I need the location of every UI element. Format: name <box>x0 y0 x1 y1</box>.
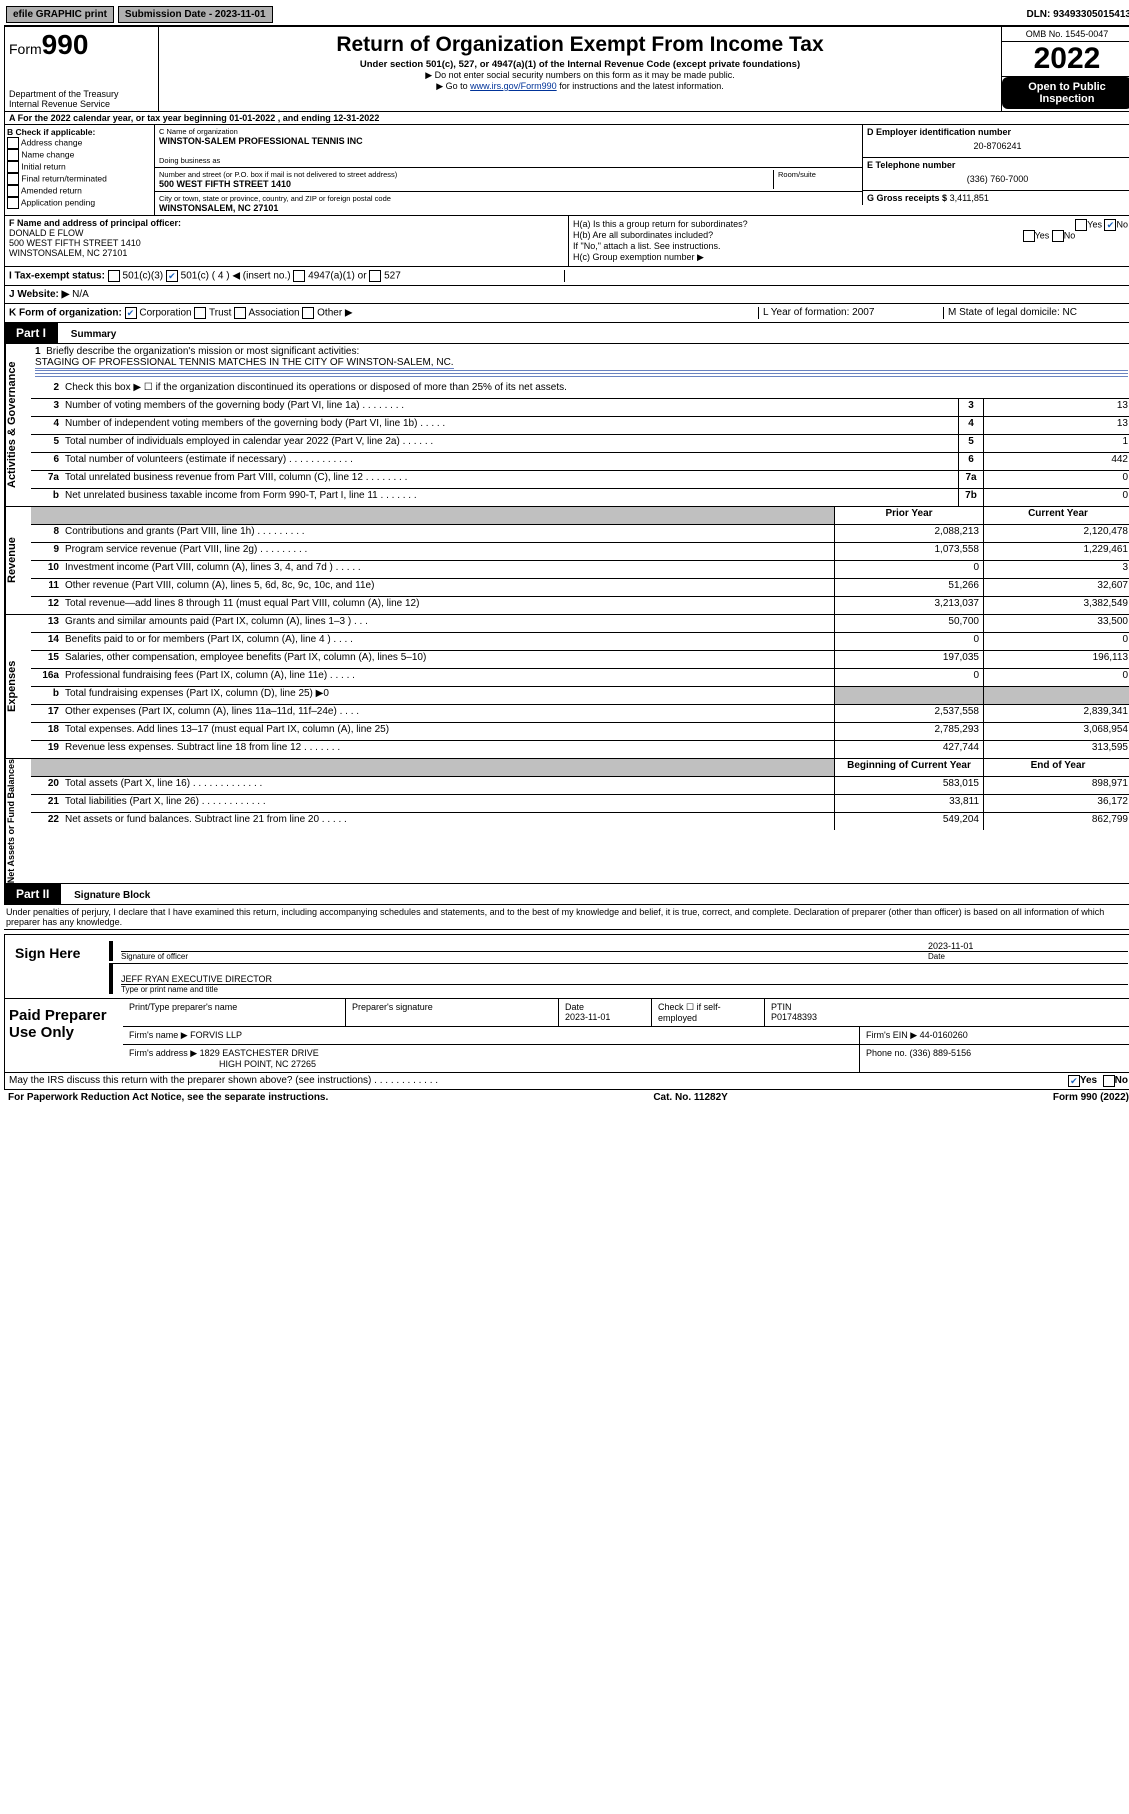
summary-line: 10Investment income (Part VIII, column (… <box>31 561 1129 579</box>
summary-line: 21Total liabilities (Part X, line 26) . … <box>31 795 1129 813</box>
submission-date-button[interactable]: Submission Date - 2023-11-01 <box>118 6 273 23</box>
summary-line: 5Total number of individuals employed in… <box>31 435 1129 453</box>
penalty-statement: Under penalties of perjury, I declare th… <box>4 905 1129 930</box>
efile-button[interactable]: efile GRAPHIC print <box>6 6 114 23</box>
chk-initial[interactable] <box>7 161 19 173</box>
irs-label: Internal Revenue Service <box>9 99 154 109</box>
chk-amended[interactable] <box>7 185 19 197</box>
form-subtitle: Under section 501(c), 527, or 4947(a)(1)… <box>163 59 997 70</box>
website: N/A <box>72 289 89 300</box>
summary-line: 13Grants and similar amounts paid (Part … <box>31 615 1129 633</box>
form-number: 990 <box>42 29 89 60</box>
summary-line: 14Benefits paid to or for members (Part … <box>31 633 1129 651</box>
officer-street: 500 WEST FIFTH STREET 1410 <box>9 238 141 248</box>
summary-line: 15Salaries, other compensation, employee… <box>31 651 1129 669</box>
officer-city: WINSTONSALEM, NC 27101 <box>9 248 127 258</box>
open-public-badge: Open to Public Inspection <box>1002 77 1129 109</box>
officer-sig-name: JEFF RYAN EXECUTIVE DIRECTOR <box>121 964 1128 984</box>
row-k: K Form of organization: Corporation Trus… <box>4 304 1129 323</box>
summary-line: 11Other revenue (Part VIII, column (A), … <box>31 579 1129 597</box>
part2-header: Part II Signature Block <box>4 884 1129 905</box>
summary-line: bNet unrelated business taxable income f… <box>31 489 1129 506</box>
summary-line: 9Program service revenue (Part VIII, lin… <box>31 543 1129 561</box>
org-city: WINSTONSALEM, NC 27101 <box>159 203 858 213</box>
irs-link[interactable]: www.irs.gov/Form990 <box>470 81 557 91</box>
chk-pending[interactable] <box>7 197 19 209</box>
form-title: Return of Organization Exempt From Incom… <box>165 33 995 57</box>
summary-line: 6Total number of volunteers (estimate if… <box>31 453 1129 471</box>
summary-line: 19Revenue less expenses. Subtract line 1… <box>31 741 1129 758</box>
col-b-checkboxes: B Check if applicable: Address change Na… <box>5 125 155 215</box>
dln-text: DLN: 93493305015413 <box>1026 9 1129 20</box>
row-a-tax-year: A For the 2022 calendar year, or tax yea… <box>4 112 1129 125</box>
row-i: I Tax-exempt status: 501(c)(3) 501(c) ( … <box>4 267 1129 286</box>
summary-line: 16aProfessional fundraising fees (Part I… <box>31 669 1129 687</box>
chk-final[interactable] <box>7 173 19 185</box>
chk-name[interactable] <box>7 149 19 161</box>
summary-line: 3Number of voting members of the governi… <box>31 399 1129 417</box>
form-word: Form <box>9 41 42 57</box>
chk-address[interactable] <box>7 137 19 149</box>
tax-year: 2022 <box>1002 41 1129 77</box>
side-activities-governance: Activities & Governance <box>5 344 31 506</box>
side-expenses: Expenses <box>5 615 31 758</box>
top-bar: efile GRAPHIC print Submission Date - 20… <box>4 4 1129 27</box>
form-header: Form990 Department of the Treasury Inter… <box>4 27 1129 112</box>
summary-line: 17Other expenses (Part IX, column (A), l… <box>31 705 1129 723</box>
ein-value: 20-8706241 <box>867 137 1128 155</box>
officer-name: DONALD E FLOW <box>9 228 84 238</box>
org-name: WINSTON-SALEM PROFESSIONAL TENNIS INC <box>159 136 858 146</box>
telephone: (336) 760-7000 <box>867 170 1128 188</box>
summary-line: bTotal fundraising expenses (Part IX, co… <box>31 687 1129 705</box>
paid-preparer-block: Paid Preparer Use Only Print/Type prepar… <box>4 999 1129 1073</box>
part1-header: Part I Summary <box>4 323 1129 344</box>
gross-receipts: 3,411,851 <box>950 193 989 203</box>
mission-text: STAGING OF PROFESSIONAL TENNIS MATCHES I… <box>35 357 454 369</box>
summary-line: 8Contributions and grants (Part VIII, li… <box>31 525 1129 543</box>
may-irs-discuss: May the IRS discuss this return with the… <box>4 1073 1129 1090</box>
row-f-h: F Name and address of principal officer:… <box>4 216 1129 267</box>
side-revenue: Revenue <box>5 507 31 614</box>
org-street: 500 WEST FIFTH STREET 1410 <box>159 179 773 189</box>
line1-mission: 1 Briefly describe the organization's mi… <box>31 344 1129 381</box>
page-footer: For Paperwork Reduction Act Notice, see … <box>4 1090 1129 1105</box>
summary-line: 20Total assets (Part X, line 16) . . . .… <box>31 777 1129 795</box>
summary-line: 7aTotal unrelated business revenue from … <box>31 471 1129 489</box>
side-net-assets: Net Assets or Fund Balances <box>5 759 31 883</box>
note-goto: ▶ Go to www.irs.gov/Form990 for instruct… <box>163 81 997 92</box>
sign-here-block: Sign Here Signature of officer 2023-11-0… <box>4 934 1129 999</box>
summary-line: 12Total revenue—add lines 8 through 11 (… <box>31 597 1129 614</box>
omb-number: OMB No. 1545-0047 <box>1002 27 1129 41</box>
summary-line: 18Total expenses. Add lines 13–17 (must … <box>31 723 1129 741</box>
summary-line: 4Number of independent voting members of… <box>31 417 1129 435</box>
row-j: J Website: ▶ N/A <box>4 286 1129 304</box>
summary-line: 22Net assets or fund balances. Subtract … <box>31 813 1129 830</box>
note-ssn: ▶ Do not enter social security numbers o… <box>163 70 997 81</box>
section-b-to-g: B Check if applicable: Address change Na… <box>4 125 1129 216</box>
dept-treasury: Department of the Treasury <box>9 89 154 99</box>
